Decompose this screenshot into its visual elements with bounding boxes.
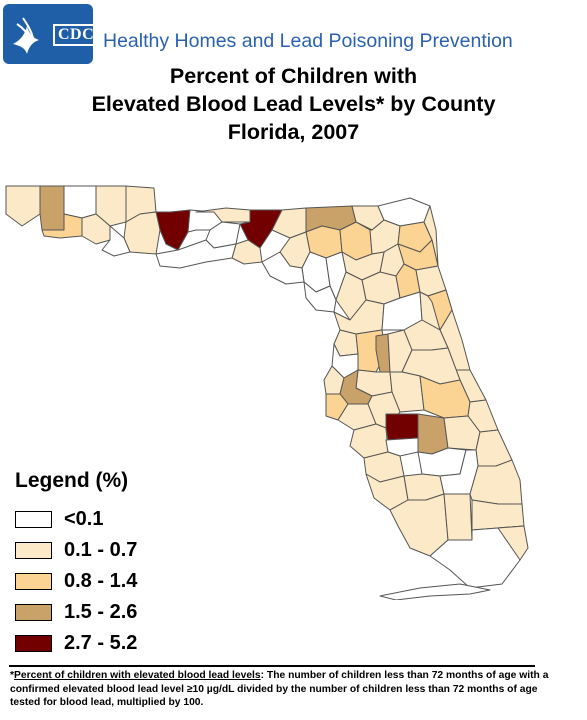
legend-label-3: 1.5 - 2.6 [64, 601, 138, 623]
south-central-c [417, 413, 449, 455]
footnote-term: Percent of children with elevated blood … [14, 670, 261, 681]
footnote: *Percent of children with elevated blood… [10, 669, 550, 710]
north-central-f [303, 281, 337, 313]
title-line-3: Florida, 2007 [227, 120, 360, 144]
northeast-d [423, 205, 439, 267]
legend-label-2: 0.8 - 1.4 [64, 570, 138, 592]
legend-swatch-2 [15, 573, 52, 590]
panhandle-coast-a [155, 239, 237, 269]
footnote-text: : The number of children less than 72 mo… [10, 670, 549, 708]
legend-label-4: 2.7 - 5.2 [64, 632, 138, 654]
cdc-logo: CDC [3, 4, 100, 64]
map-title: Percent of Children with Elevated Blood … [0, 62, 587, 146]
south-central-b [385, 413, 419, 441]
panhandle-west-g [155, 209, 191, 251]
south-central-e [385, 437, 419, 457]
hhs-eagle-icon [13, 17, 39, 54]
keys [379, 583, 491, 600]
panhandle-west-e [95, 185, 127, 227]
cdc-logo-text: CDC [53, 24, 100, 46]
footnote-divider [9, 665, 535, 667]
southeast-a [469, 459, 523, 505]
southeast-b [471, 499, 525, 531]
panhandle-coast-b [101, 225, 131, 257]
legend-title: Legend (%) [15, 469, 129, 492]
legend-label-1: 0.1 - 0.7 [64, 539, 138, 561]
org-name: Healthy Homes and Lead Poisoning Prevent… [103, 30, 513, 52]
title-line-1: Percent of Children with [169, 64, 418, 88]
south-central-a [349, 423, 389, 459]
panhandle-west-c [63, 185, 97, 219]
south-central-h [475, 429, 513, 467]
panhandle-west-b [39, 185, 65, 231]
florida-county-map [5, 185, 529, 600]
panhandle-west-a [5, 185, 41, 227]
legend-swatch-0 [15, 511, 52, 528]
legend-swatch-1 [15, 542, 52, 559]
southwest-e [443, 493, 473, 541]
legend-label-0: <0.1 [64, 508, 104, 530]
footnote-marker: * [10, 670, 15, 681]
southeast-d [497, 525, 529, 561]
legend-swatch-4 [15, 635, 52, 652]
bigbend-g [261, 251, 305, 285]
legend-swatch-3 [15, 604, 52, 621]
title-line-2: Elevated Blood Lead Levels* by County [91, 92, 496, 116]
